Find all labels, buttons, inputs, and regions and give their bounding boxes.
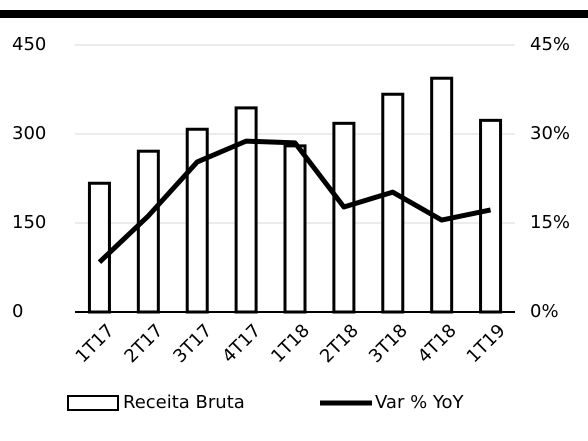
- x-tick-label: 2T18: [316, 320, 363, 367]
- bar: [332, 121, 356, 314]
- bar: [479, 118, 503, 314]
- x-tick-label: 3T17: [169, 320, 216, 367]
- bar: [381, 92, 405, 314]
- x-tick-label: 4T18: [414, 320, 461, 367]
- y-tick-label: 0: [12, 301, 23, 322]
- legend-label: Receita Bruta: [123, 392, 245, 413]
- x-tick-label: 1T17: [72, 320, 119, 367]
- legend-swatch: [67, 395, 119, 411]
- bar: [283, 144, 307, 314]
- line: [97, 138, 492, 264]
- header-bar: [0, 10, 588, 18]
- y-tick-label: 300: [12, 123, 46, 144]
- y2-tick-label: 0%: [530, 301, 559, 322]
- x-tick-label: 3T18: [365, 320, 412, 367]
- bar: [234, 106, 258, 314]
- y-tick-label: 150: [12, 212, 46, 233]
- x-tick-label: 1T18: [267, 320, 314, 367]
- bar: [87, 181, 111, 314]
- y2-tick-label: 30%: [530, 123, 570, 144]
- y2-tick-label: 45%: [530, 34, 570, 55]
- legend-label: Var % YoY: [375, 392, 465, 413]
- x-tick-label: 4T17: [218, 320, 265, 367]
- x-tick-label: 1T19: [463, 320, 510, 367]
- bar: [136, 149, 160, 314]
- y-tick-label: 450: [12, 34, 46, 55]
- x-tick-label: 2T17: [120, 320, 167, 367]
- bar: [430, 76, 454, 314]
- y2-tick-label: 15%: [530, 212, 570, 233]
